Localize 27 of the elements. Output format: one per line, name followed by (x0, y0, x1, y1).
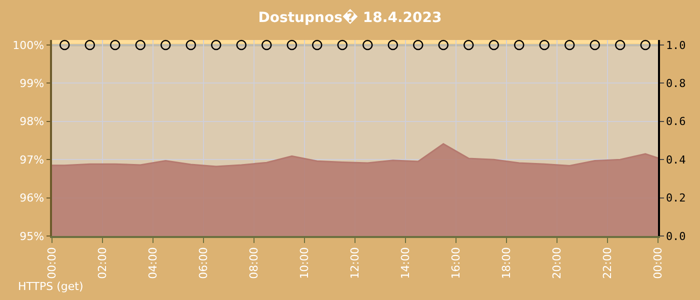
x-tick-label: 04:00 (146, 247, 160, 279)
text: HTTPS (get) (18, 280, 84, 293)
x-tick-label: 02:00 (96, 247, 110, 279)
y2-tick-label: 0.0 (666, 230, 686, 243)
y-tick-label: 97% (20, 153, 44, 166)
y2-tick-label: 0.4 (666, 153, 686, 166)
y2-tick-label: 0.8 (666, 77, 686, 90)
chart-title: Dostupnos� 18.4.2023 (258, 8, 442, 26)
x-tick-label: 12:00 (348, 247, 362, 279)
y2-tick-label: 1.0 (666, 38, 686, 52)
x-tick-label: 00:00 (652, 247, 665, 279)
x-tick-label: 22:00 (601, 247, 614, 279)
x-tick-label: 00:00 (46, 247, 59, 279)
y-tick-label: 100% (12, 38, 44, 52)
x-tick-label: 18:00 (500, 247, 514, 279)
y2-tick-label: 0.6 (666, 115, 686, 128)
y-tick-label: 95% (20, 230, 44, 243)
y2-tick-label: 0.2 (666, 192, 686, 205)
x-tick-label: 20:00 (550, 247, 564, 279)
x-tick-label: 06:00 (197, 247, 210, 279)
x-tick-label: 10:00 (298, 247, 312, 279)
x-tick-label: 14:00 (399, 247, 412, 279)
x-tick-label: 08:00 (248, 247, 261, 279)
y-tick-label: 98% (20, 115, 44, 128)
y-tick-label: 96% (20, 192, 44, 205)
y-tick-label: 99% (20, 77, 44, 90)
x-tick-label: 16:00 (450, 247, 463, 279)
